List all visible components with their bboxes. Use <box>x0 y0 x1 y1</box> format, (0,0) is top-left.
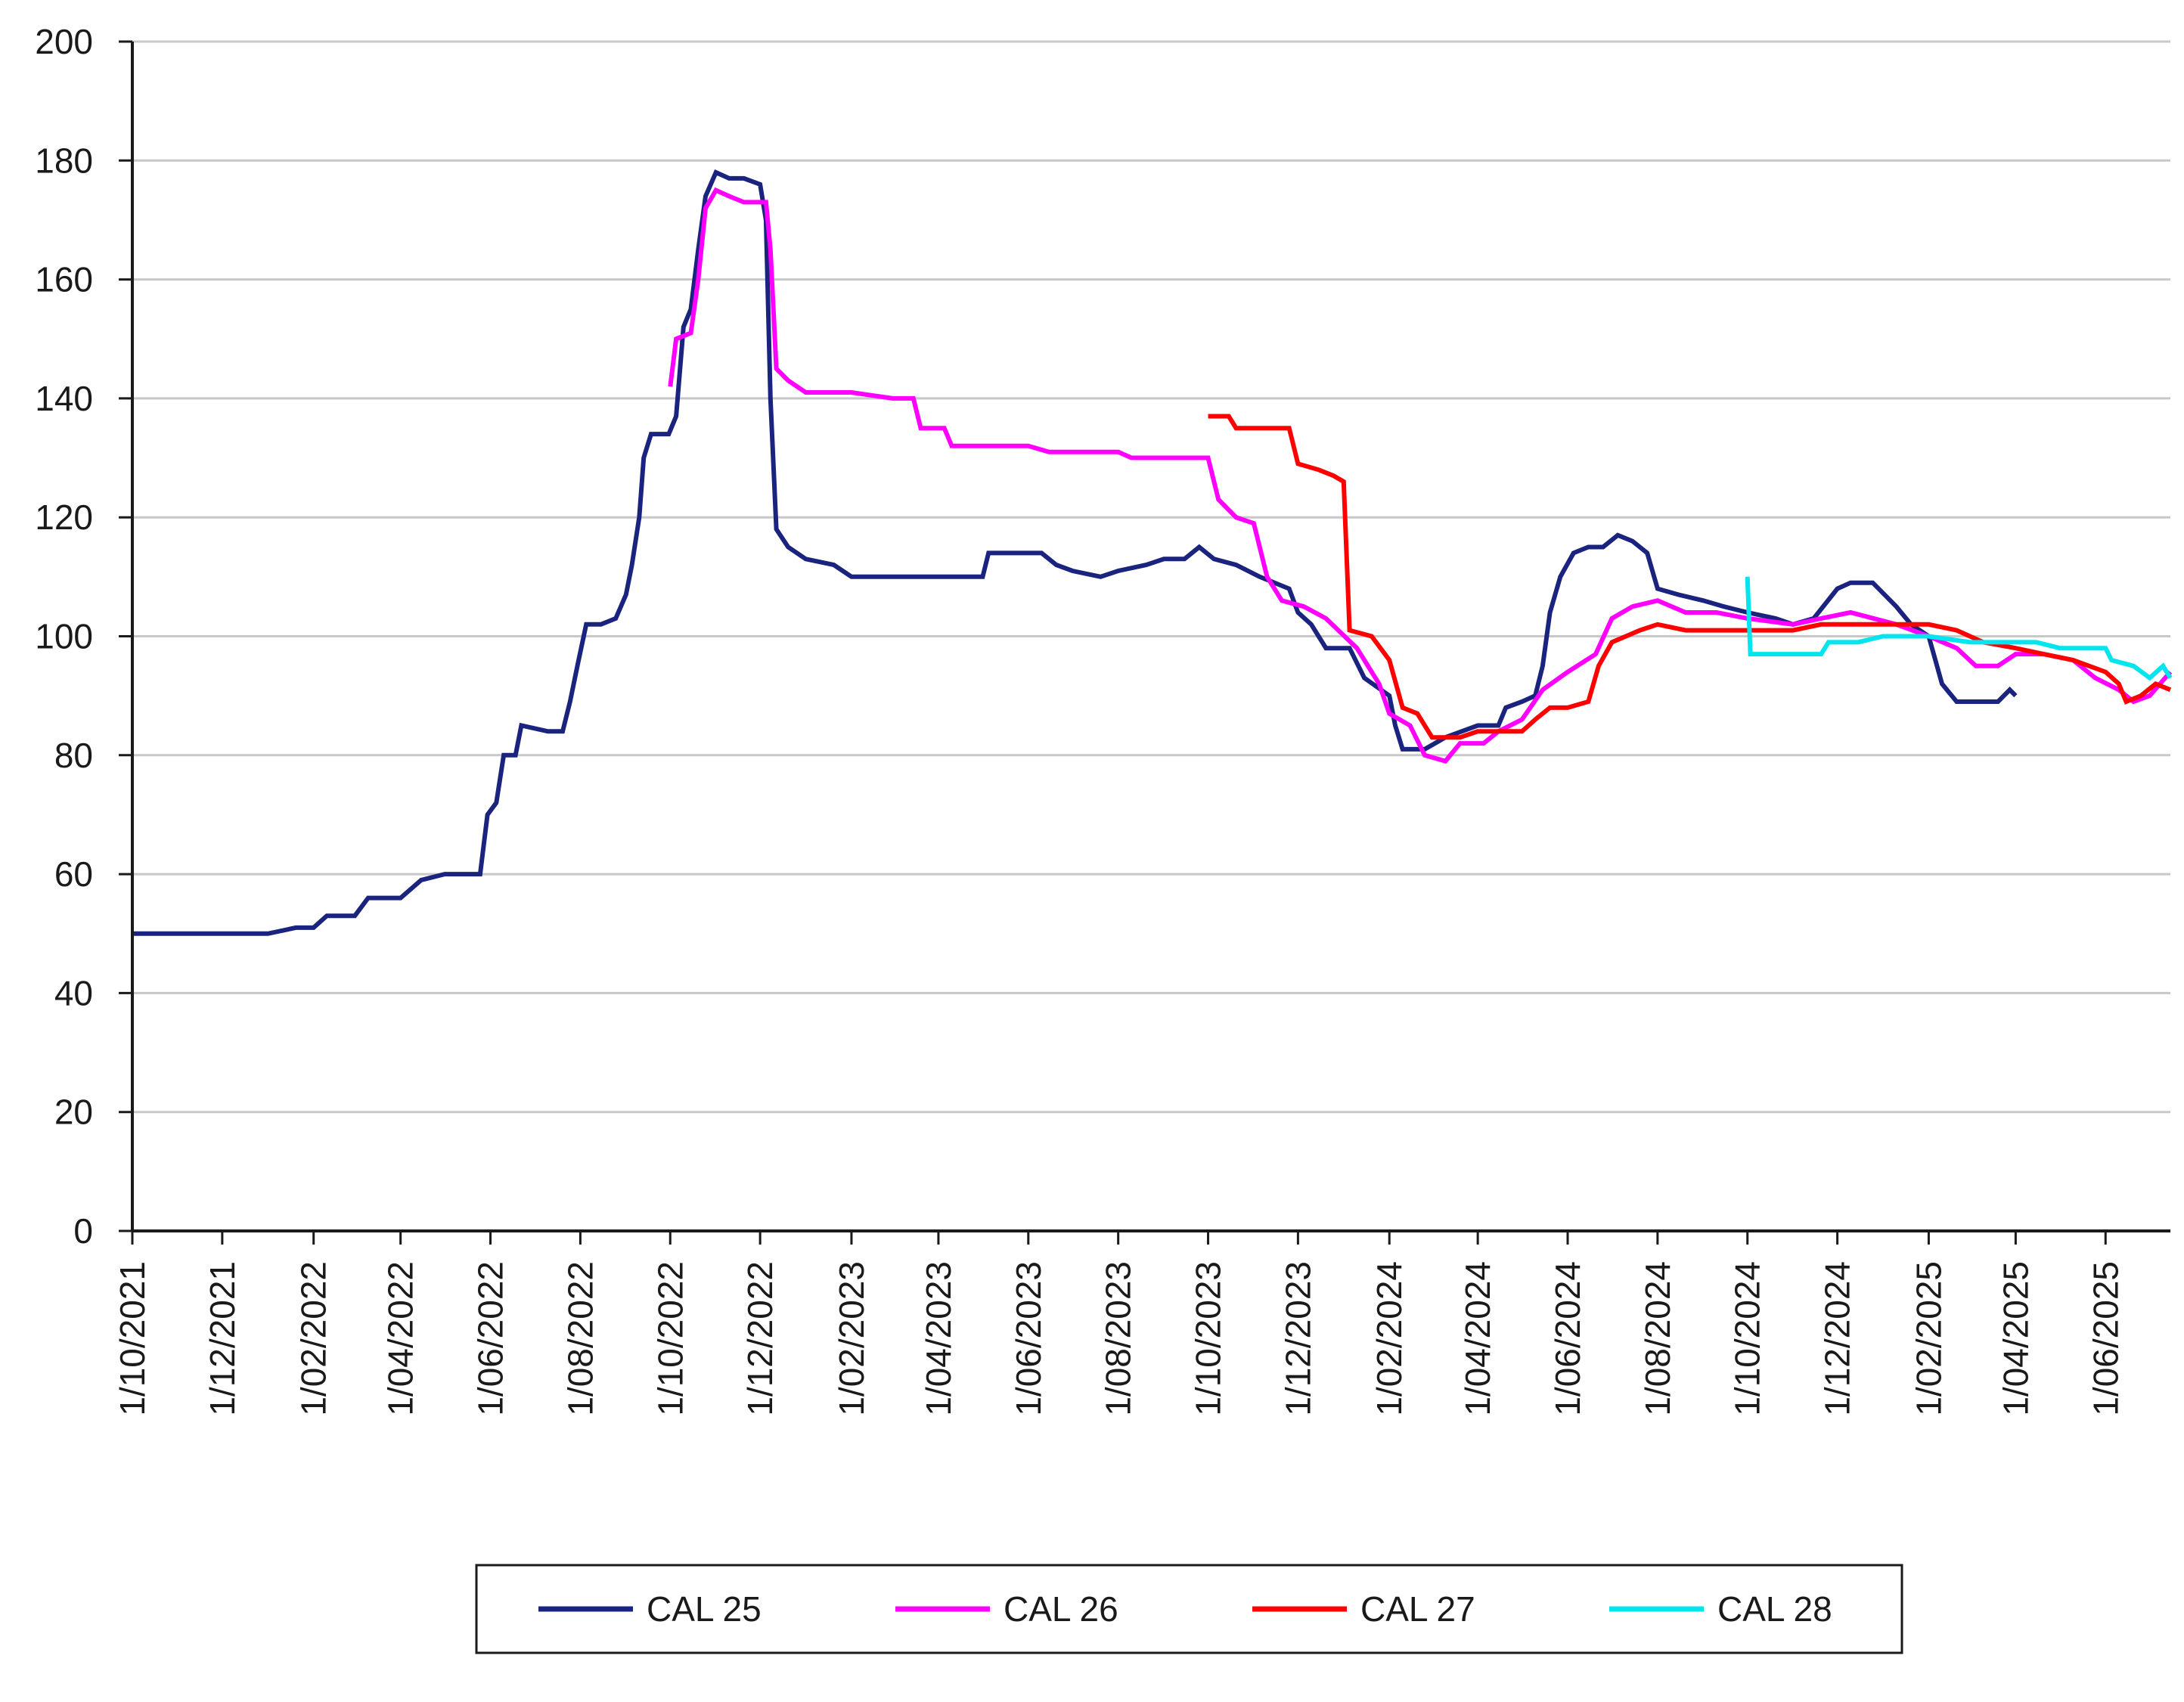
y-tick-label: 40 <box>54 973 93 1012</box>
x-tick-label: 1/10/2022 <box>650 1261 690 1416</box>
x-tick-label: 1/02/2024 <box>1370 1261 1409 1416</box>
x-tick-label: 1/06/2025 <box>2086 1261 2125 1416</box>
x-tick-label: 1/12/2022 <box>740 1261 780 1416</box>
x-tick-label: 1/08/2023 <box>1099 1261 1138 1416</box>
legend-label: CAL 28 <box>1717 1589 1832 1629</box>
series-line-cal-26 <box>668 187 2173 764</box>
series-line-cal-28 <box>1745 576 2173 681</box>
x-tick-label: 1/06/2024 <box>1548 1261 1587 1416</box>
legend-label: CAL 26 <box>1004 1589 1118 1629</box>
x-tick-label: 1/02/2023 <box>832 1261 871 1416</box>
y-axis-ticks: 0 20 40 60 80 100 120 140 160 180 200 <box>35 22 132 1251</box>
x-tick-label: 1/06/2023 <box>1009 1261 1048 1416</box>
x-tick-label: 1/04/2023 <box>919 1261 958 1416</box>
y-tick-label: 0 <box>73 1211 93 1251</box>
y-tick-label: 100 <box>35 617 93 656</box>
x-tick-label: 1/04/2024 <box>1458 1261 1497 1416</box>
legend-label: CAL 27 <box>1360 1589 1475 1629</box>
x-tick-label: 1/08/2024 <box>1638 1261 1677 1416</box>
gridlines <box>132 40 2170 1114</box>
series-line-cal-27 <box>1208 414 2172 740</box>
x-tick-label: 1/10/2024 <box>1728 1261 1767 1416</box>
x-axis-ticks: 1/10/2021 1/12/2021 1/02/2022 1/04/2022 1/06… <box>113 1231 2125 1416</box>
x-tick-label: 1/10/2023 <box>1189 1261 1228 1416</box>
x-tick-label: 1/10/2021 <box>113 1261 152 1416</box>
y-tick-label: 120 <box>35 498 93 537</box>
y-tick-label: 160 <box>35 260 93 299</box>
x-tick-label: 1/08/2022 <box>560 1261 600 1416</box>
x-tick-label: 1/12/2024 <box>1818 1261 1857 1416</box>
y-tick-label: 80 <box>54 736 93 775</box>
y-tick-label: 20 <box>54 1093 93 1132</box>
series-lines <box>132 169 2173 936</box>
y-tick-label: 200 <box>35 22 93 61</box>
y-tick-label: 180 <box>35 141 93 180</box>
x-tick-label: 1/12/2021 <box>203 1261 242 1416</box>
y-tick-label: 140 <box>35 379 93 418</box>
x-tick-label: 1/04/2025 <box>1996 1261 2035 1416</box>
x-tick-label: 1/12/2023 <box>1278 1261 1317 1416</box>
x-tick-label: 1/04/2022 <box>381 1261 420 1416</box>
legend: CAL 25 CAL 26 CAL 27 CAL 28 <box>475 1564 1903 1654</box>
series-line-cal-25 <box>132 169 2018 936</box>
x-tick-label: 1/06/2022 <box>471 1261 510 1416</box>
legend-label: CAL 25 <box>647 1589 762 1629</box>
x-tick-label: 1/02/2022 <box>294 1261 333 1416</box>
x-tick-label: 1/02/2025 <box>1909 1261 1948 1416</box>
y-tick-label: 60 <box>54 854 93 894</box>
